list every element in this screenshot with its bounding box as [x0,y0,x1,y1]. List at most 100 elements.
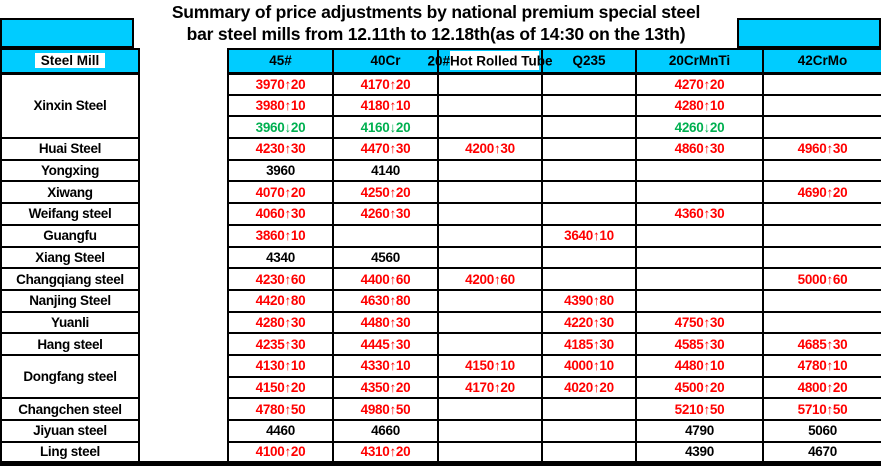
price-cell[interactable]: 4780↑50 [227,397,334,421]
empty-cell[interactable] [541,72,637,96]
price-cell[interactable]: 5710↑50 [762,397,881,421]
empty-cell[interactable] [762,310,881,335]
mill-cell[interactable]: Huai Steel [0,137,140,161]
price-cell[interactable]: 4480↑30 [332,310,439,335]
empty-cell[interactable] [541,137,637,161]
mill-cell[interactable]: Guangfu [0,223,140,248]
empty-cell[interactable] [635,288,764,313]
empty-cell[interactable] [541,419,637,443]
price-cell[interactable]: 4350↑20 [332,375,439,400]
price-cell[interactable]: 4000↑10 [541,353,637,378]
price-cell[interactable]: 4180↑10 [332,93,439,118]
price-cell[interactable]: 4230↑60 [227,267,334,291]
empty-cell[interactable] [762,202,881,226]
empty-cell[interactable] [541,158,637,183]
empty-cell[interactable] [332,223,439,248]
price-cell[interactable]: 4200↑30 [437,137,543,161]
empty-cell[interactable] [437,419,543,443]
price-cell[interactable]: 4280↑10 [635,93,764,118]
price-cell[interactable]: 4060↑30 [227,202,334,226]
price-cell[interactable]: 4230↑30 [227,137,334,161]
price-cell[interactable]: 4360↑30 [635,202,764,226]
price-cell[interactable]: 4170↑20 [332,72,439,96]
price-cell[interactable]: 5060 [762,419,881,443]
price-cell[interactable]: 4500↑20 [635,375,764,400]
mill-cell[interactable]: Yuanli [0,310,140,335]
price-cell[interactable]: 4150↑20 [227,375,334,400]
price-cell[interactable]: 4160↓20 [332,115,439,140]
empty-cell[interactable] [762,72,881,96]
mill-cell[interactable]: Xiang Steel [0,245,140,270]
column-header-45[interactable]: 45# [227,48,334,75]
price-cell[interactable]: 4780↑10 [762,353,881,378]
price-cell[interactable]: 4330↑10 [332,353,439,378]
price-cell[interactable]: 4310↑20 [332,440,439,466]
price-cell[interactable]: 3960↓20 [227,115,334,140]
empty-cell[interactable] [437,93,543,118]
price-cell[interactable]: 4420↑80 [227,288,334,313]
price-cell[interactable]: 4270↑20 [635,72,764,96]
price-cell[interactable]: 4750↑30 [635,310,764,335]
mill-cell[interactable]: Nanjing Steel [0,288,140,313]
price-cell[interactable]: 4250↑20 [332,180,439,205]
empty-cell[interactable] [437,440,543,466]
price-cell[interactable]: 4020↑20 [541,375,637,400]
price-cell[interactable]: 4140 [332,158,439,183]
price-cell[interactable]: 4400↑60 [332,267,439,291]
empty-cell[interactable] [541,440,637,466]
price-cell[interactable]: 4480↑10 [635,353,764,378]
price-cell[interactable]: 4560 [332,245,439,270]
empty-cell[interactable] [762,288,881,313]
empty-cell[interactable] [437,288,543,313]
price-cell[interactable]: 4070↑20 [227,180,334,205]
mill-cell[interactable]: Changchen steel [0,397,140,421]
mill-cell[interactable]: Hang steel [0,332,140,356]
empty-cell[interactable] [437,202,543,226]
empty-cell[interactable] [437,115,543,140]
price-cell[interactable]: 3640↑10 [541,223,637,248]
empty-cell[interactable] [635,245,764,270]
empty-cell[interactable] [635,180,764,205]
price-cell[interactable]: 4800↑20 [762,375,881,400]
empty-cell[interactable] [437,310,543,335]
column-header-40cr[interactable]: 40Cr [332,48,439,75]
price-cell[interactable]: 4200↑60 [437,267,543,291]
price-cell[interactable]: 4685↑30 [762,332,881,356]
empty-cell[interactable] [635,158,764,183]
price-cell[interactable]: 4960↑30 [762,137,881,161]
price-cell[interactable]: 3980↑10 [227,93,334,118]
empty-cell[interactable] [437,332,543,356]
empty-cell[interactable] [541,93,637,118]
empty-cell[interactable] [762,93,881,118]
column-header-42crmo[interactable]: 42CrMo [762,48,881,75]
price-cell[interactable]: 4260↑30 [332,202,439,226]
mill-cell[interactable]: Yongxing [0,158,140,183]
price-cell[interactable]: 4185↑30 [541,332,637,356]
price-cell[interactable]: 4670 [762,440,881,466]
empty-cell[interactable] [762,245,881,270]
column-header-hot-rolled-tube[interactable]: 20#Hot Rolled Tube [427,48,553,75]
price-cell[interactable]: 4235↑30 [227,332,334,356]
price-cell[interactable]: 3970↑20 [227,72,334,96]
price-cell[interactable]: 3960 [227,158,334,183]
price-cell[interactable]: 4660 [332,419,439,443]
price-cell[interactable]: 4340 [227,245,334,270]
price-cell[interactable]: 4445↑30 [332,332,439,356]
mill-cell[interactable]: Changqiang steel [0,267,140,291]
price-cell[interactable]: 4220↑30 [541,310,637,335]
price-cell[interactable]: 4860↑30 [635,137,764,161]
price-cell[interactable]: 4280↑30 [227,310,334,335]
mill-cell[interactable]: Xinxin Steel [0,71,140,140]
price-cell[interactable]: 4470↑30 [332,137,439,161]
price-cell[interactable]: 4460 [227,419,334,443]
empty-cell[interactable] [762,223,881,248]
column-header-q235[interactable]: Q235 [541,48,637,75]
price-cell[interactable]: 4150↑10 [437,353,543,378]
empty-cell[interactable] [635,267,764,291]
price-cell[interactable]: 4390↑80 [541,288,637,313]
empty-cell[interactable] [541,202,637,226]
column-header-20crmnti[interactable]: 20CrMnTi [635,48,764,75]
empty-cell[interactable] [437,397,543,421]
empty-cell[interactable] [762,158,881,183]
price-cell[interactable]: 4260↓20 [635,115,764,140]
